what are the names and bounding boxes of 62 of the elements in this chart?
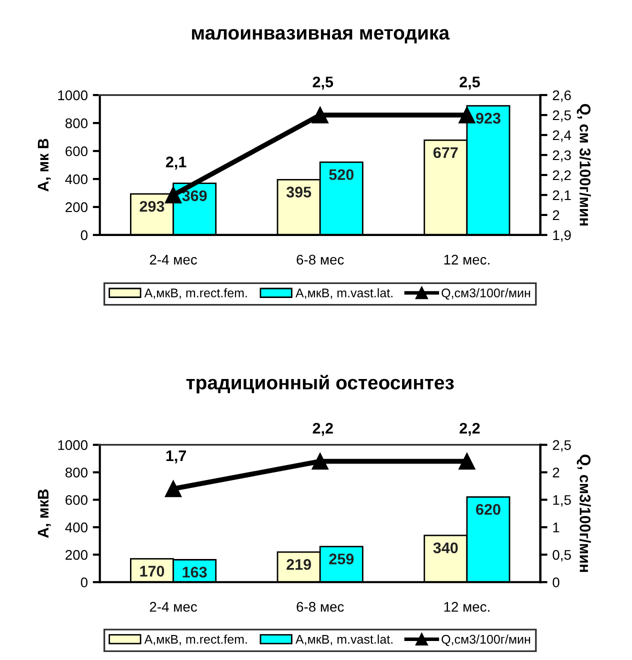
x-tick-label: 6-8 мес — [296, 254, 344, 265]
data-label: 2,2 — [460, 422, 480, 436]
y2-tick-label: 1,5 — [553, 495, 571, 507]
y-tick-label: 400 — [65, 522, 88, 532]
y2-tick-label: 1,9 — [553, 230, 571, 242]
y2-axis-title: Q, см 3/100г/мин — [576, 104, 591, 226]
y2-tick-label: 2,1 — [552, 190, 571, 202]
x-tick-label: 12 мес. — [444, 602, 490, 612]
legend-label: A,мкВ, m.vast.lat. — [295, 634, 392, 646]
chart-title: малоинвазивная методика — [192, 29, 450, 44]
y-tick-label: 1000 — [58, 440, 88, 450]
y-tick-label: 800 — [65, 118, 88, 128]
legend-label: A,мкВ, m.rect.fem. — [144, 634, 247, 646]
data-label: 219 — [286, 559, 311, 570]
y-tick-label: 600 — [66, 146, 88, 156]
data-label: 2,2 — [312, 422, 333, 436]
legend-label: Q,см3/100г/мин — [442, 634, 530, 646]
y2-tick-label: 2,4 — [552, 130, 572, 142]
y2-tick-label: 1 — [553, 522, 560, 532]
data-label: 2,1 — [166, 156, 186, 170]
y2-tick-label: 2,6 — [552, 90, 571, 102]
y-tick-label: 0 — [80, 230, 88, 240]
data-label: 520 — [329, 169, 354, 180]
data-label: 340 — [433, 542, 458, 554]
legend-label: A,мкВ, m.rect.fem. — [144, 288, 247, 299]
y2-tick-label: 2,5 — [552, 440, 571, 452]
chart-title: традиционный остеосинтез — [186, 374, 454, 394]
data-label: 1,7 — [166, 450, 186, 464]
y2-tick-label: 2,2 — [552, 170, 571, 182]
data-label: 369 — [182, 190, 207, 202]
data-label: 2,5 — [312, 76, 334, 90]
legend-label: Q,см3/100г/мин — [442, 288, 530, 300]
y2-axis-title: Q, см3/100г/мин — [576, 454, 591, 572]
data-label: 163 — [182, 566, 207, 578]
y-tick-label: 600 — [66, 495, 88, 505]
y2-tick-label: 0 — [552, 577, 560, 588]
y2-tick-label: 2 — [552, 468, 560, 478]
data-label: 2,5 — [460, 76, 480, 90]
y-tick-label: 400 — [65, 174, 88, 184]
y-tick-label: 200 — [66, 550, 88, 560]
data-label: 923 — [476, 112, 500, 124]
y-tick-label: 200 — [66, 202, 88, 212]
y-axis-title: A, мкВ — [38, 489, 51, 538]
x-tick-label: 2-4 мес — [150, 602, 197, 612]
x-tick-label: 2-4 мес — [150, 254, 197, 265]
data-label: 620 — [476, 504, 500, 515]
y2-tick-label: 2 — [552, 210, 560, 220]
y2-tick-label: 2,3 — [552, 150, 571, 162]
legend-label: A,мкВ, m.vast.lat. — [295, 288, 392, 299]
y-axis-title: A, мк В — [38, 138, 51, 192]
data-label: 170 — [140, 566, 164, 577]
y2-tick-label: 0,5 — [552, 550, 571, 562]
data-label: 677 — [433, 147, 458, 158]
y-tick-label: 0 — [80, 577, 88, 588]
y-tick-label: 800 — [65, 468, 88, 478]
y-tick-label: 1000 — [58, 90, 88, 100]
data-label: 395 — [286, 186, 312, 198]
y2-tick-label: 2,5 — [552, 110, 571, 122]
x-tick-label: 6-8 мес — [296, 602, 344, 612]
x-tick-label: 12 мес. — [444, 254, 490, 265]
data-label: 259 — [329, 554, 354, 564]
data-label: 293 — [140, 200, 164, 212]
